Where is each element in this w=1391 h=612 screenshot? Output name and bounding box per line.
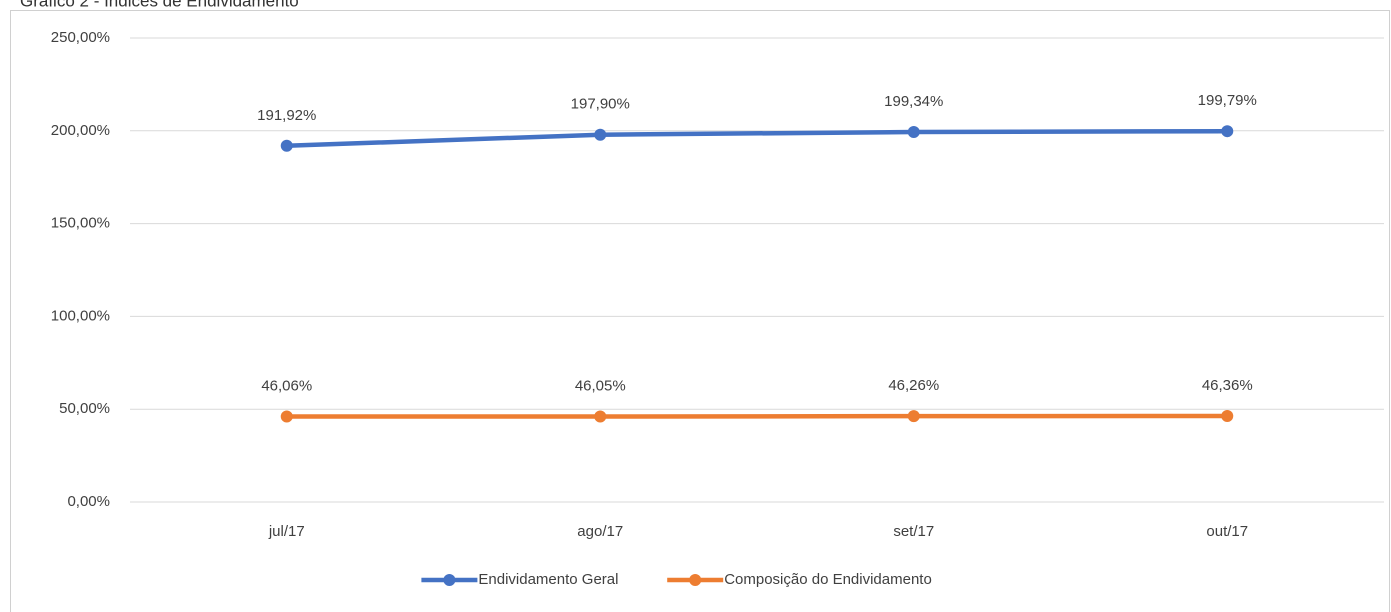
data-label: 46,05% bbox=[575, 377, 626, 394]
y-tick-label: 50,00% bbox=[59, 400, 110, 417]
data-label: 199,79% bbox=[1198, 92, 1257, 109]
data-point bbox=[1221, 409, 1234, 422]
legend-marker bbox=[689, 574, 702, 586]
x-tick-label: ago/17 bbox=[577, 523, 623, 540]
series-line bbox=[286, 128, 1228, 149]
series-line bbox=[286, 413, 1228, 419]
y-tick-label: 100,00% bbox=[51, 307, 110, 324]
chart-frame bbox=[10, 10, 1390, 612]
data-point bbox=[907, 126, 920, 139]
data-point bbox=[594, 410, 607, 423]
data-point bbox=[280, 139, 293, 152]
y-tick-label: 150,00% bbox=[51, 215, 110, 232]
data-point bbox=[1221, 125, 1234, 138]
x-tick-label: jul/17 bbox=[268, 523, 305, 540]
data-label: 191,92% bbox=[257, 107, 316, 124]
data-label: 46,36% bbox=[1202, 377, 1253, 394]
data-point bbox=[594, 128, 607, 141]
data-point bbox=[280, 410, 293, 423]
data-point bbox=[907, 410, 920, 423]
y-tick-label: 250,00% bbox=[51, 29, 110, 46]
data-label: 46,06% bbox=[261, 377, 312, 394]
data-label: 197,90% bbox=[571, 96, 630, 113]
y-tick-label: 200,00% bbox=[51, 122, 110, 139]
data-label: 46,26% bbox=[888, 377, 939, 394]
legend-marker bbox=[443, 574, 456, 586]
data-label: 199,34% bbox=[884, 93, 943, 110]
x-tick-label: out/17 bbox=[1206, 523, 1248, 540]
chart-title: Gráfico 2 - Índices de Endividamento bbox=[20, 0, 299, 10]
legend-label: Composição do Endividamento bbox=[724, 571, 932, 588]
legend-label: Endividamento Geral bbox=[478, 571, 618, 588]
x-tick-label: set/17 bbox=[893, 523, 934, 540]
y-tick-label: 0,00% bbox=[67, 493, 110, 510]
